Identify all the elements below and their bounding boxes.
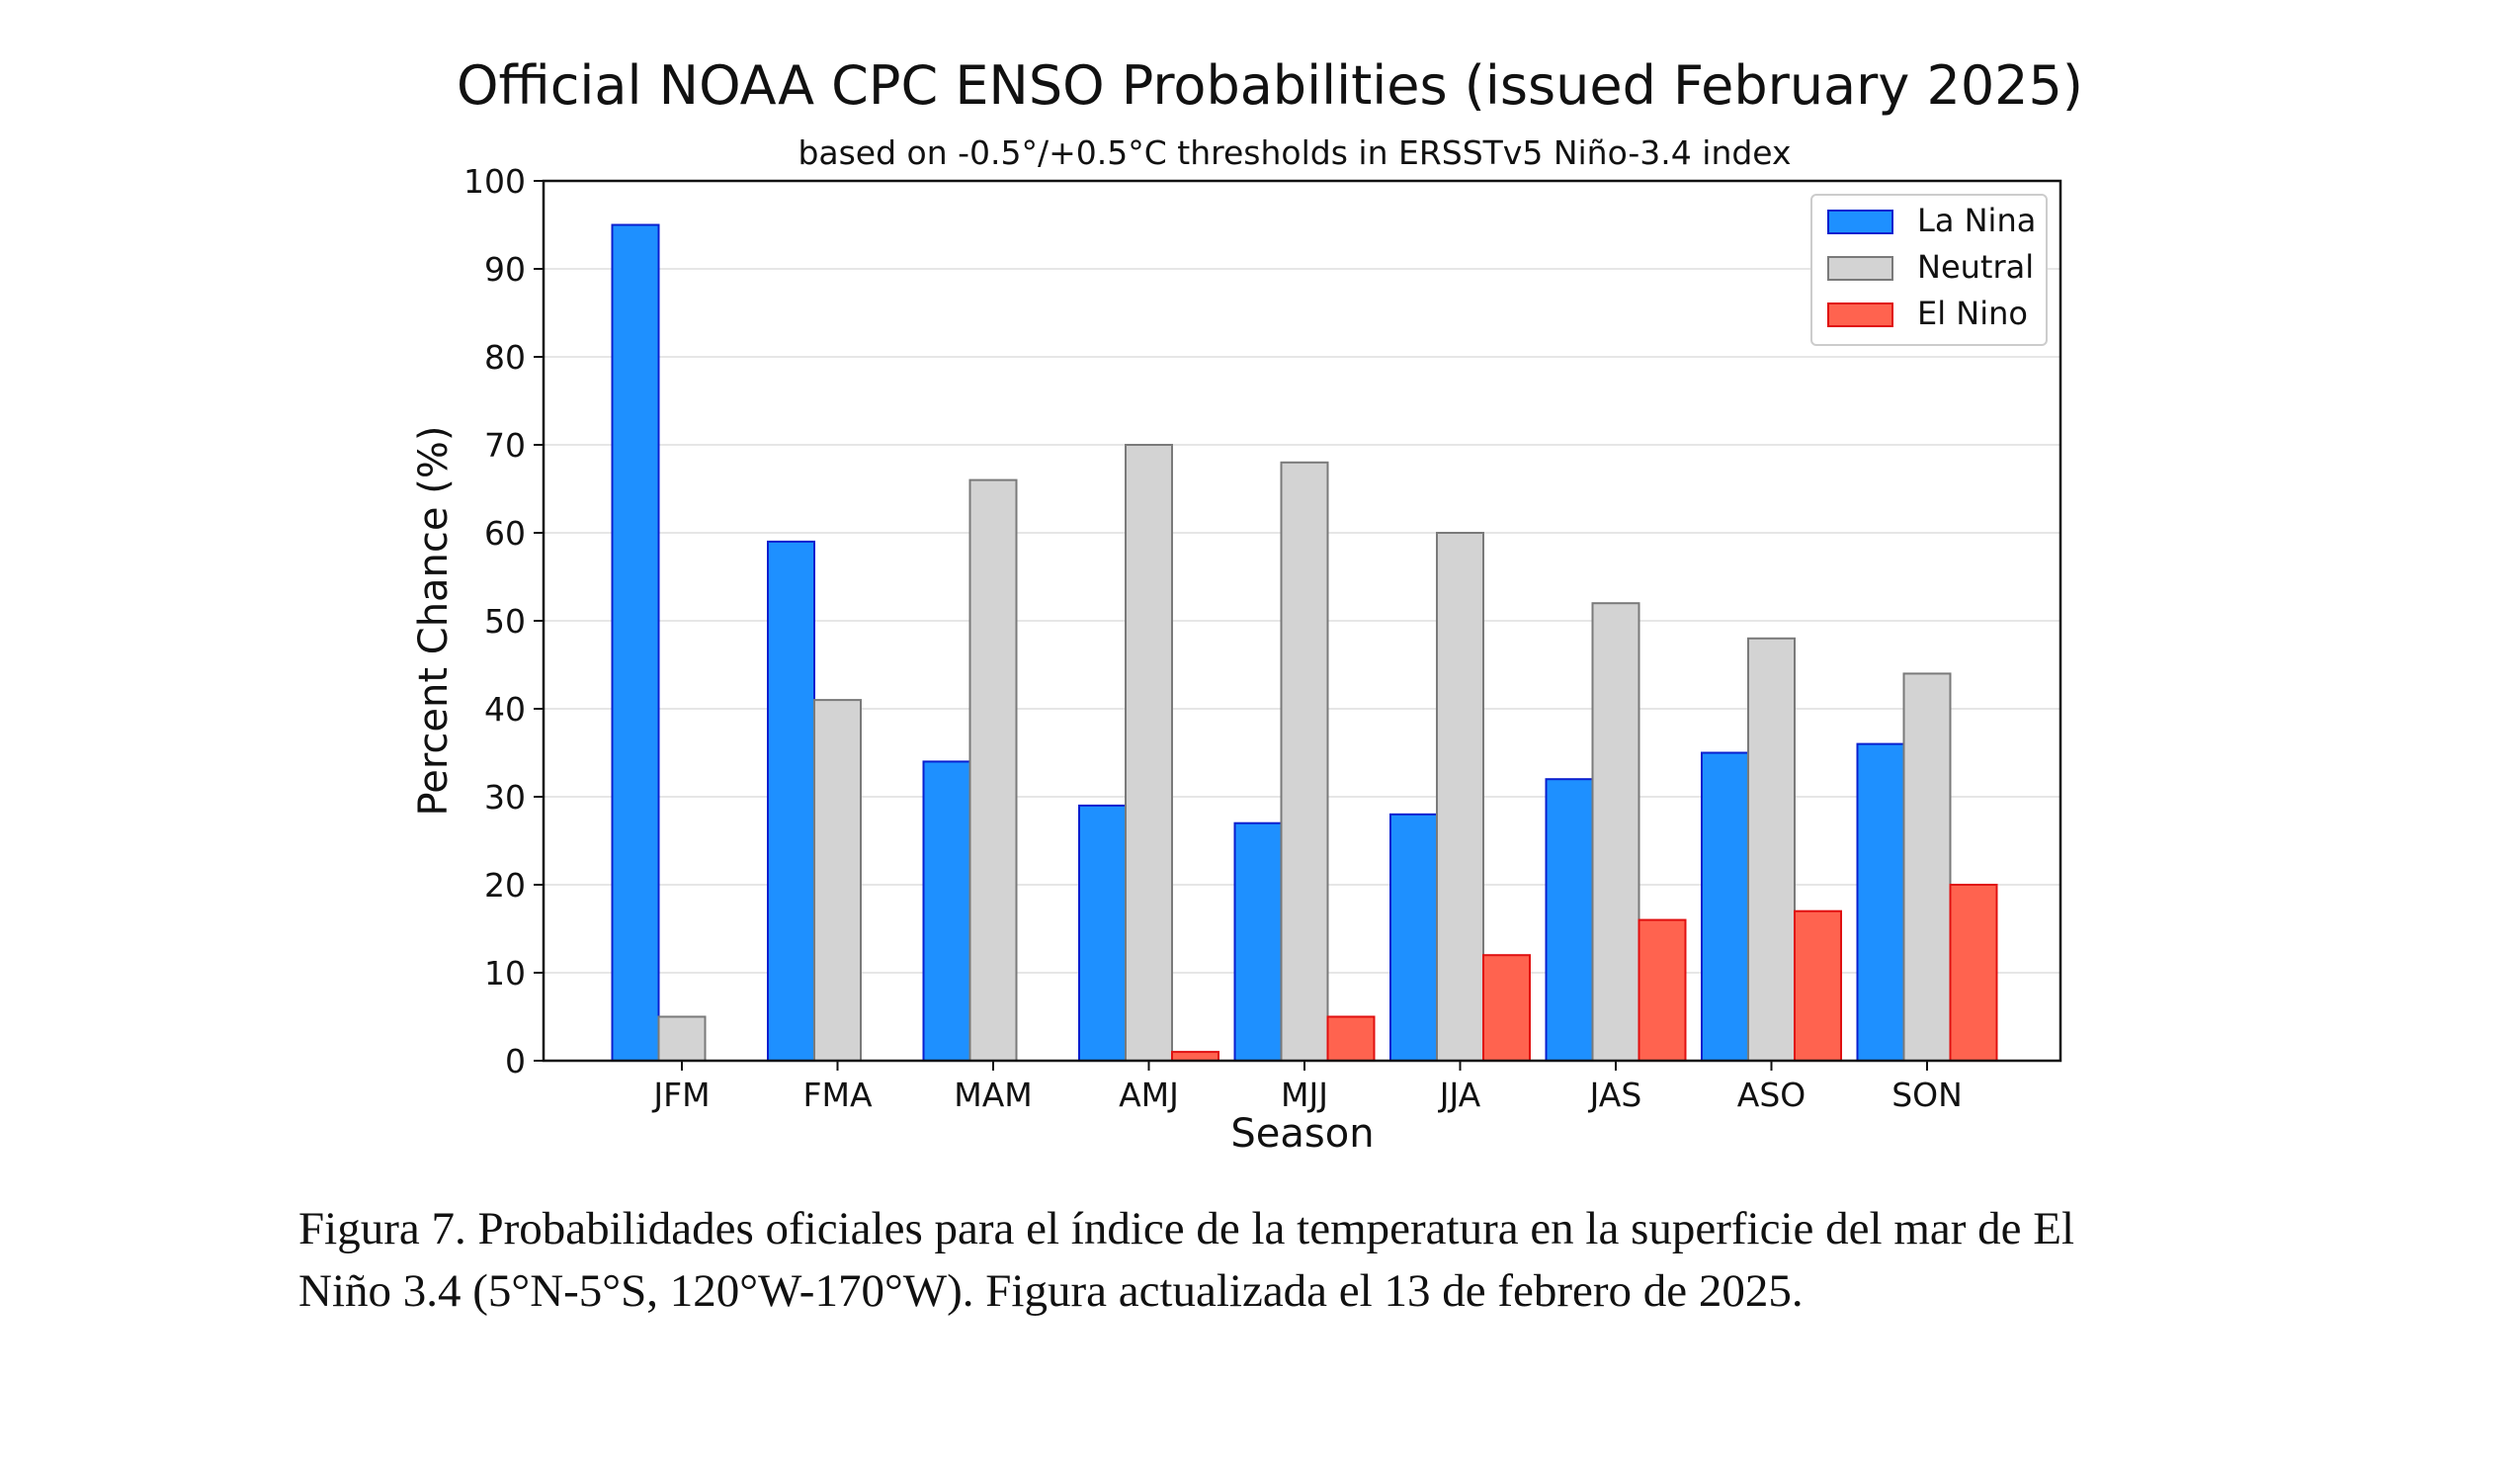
bar-el-nino-aso bbox=[1794, 909, 1842, 1063]
bar-el-nino-mjj bbox=[1326, 1015, 1376, 1062]
bar-la-nina-son bbox=[1856, 742, 1905, 1062]
y-axis-ticks: 0 10 20 30 40 50 60 70 80 90 100 bbox=[463, 162, 544, 1080]
caption-line-2: Niño 3.4 (5°N-5°S, 120°W-170°W). Figura … bbox=[298, 1265, 1804, 1317]
chart-title: Official NOAA CPC ENSO Probabilities (is… bbox=[457, 54, 2083, 117]
bar-la-nina-fma bbox=[767, 540, 815, 1062]
legend-label: Neutral bbox=[1917, 248, 2034, 286]
bar-neutral-fma bbox=[813, 699, 862, 1062]
legend: La Nina Neutral El Nino bbox=[1810, 194, 2048, 346]
caption-line-1: Figura 7. Probabilidades oficiales para … bbox=[298, 1203, 2075, 1254]
y-tick-label: 100 bbox=[463, 162, 526, 201]
bar-la-nina-jfm bbox=[611, 223, 660, 1062]
x-tick-label: SON bbox=[1891, 1076, 1963, 1114]
bar-el-nino-son bbox=[1949, 884, 1998, 1062]
x-tick-label: FMA bbox=[802, 1076, 872, 1114]
y-tick-label: 60 bbox=[484, 514, 526, 553]
y-tick-label: 30 bbox=[484, 778, 526, 817]
y-tick-label: 20 bbox=[484, 866, 526, 905]
legend-swatch-la-nina bbox=[1827, 210, 1893, 234]
y-tick-label: 10 bbox=[484, 954, 526, 992]
x-axis-label: Season bbox=[1230, 1111, 1374, 1157]
x-axis-ticks: JFM FMA MAM AMJ MJJ JJA JAS ASO SON bbox=[651, 1061, 1963, 1114]
bar-neutral-amj bbox=[1125, 444, 1173, 1062]
bar-neutral-mam bbox=[968, 478, 1018, 1063]
y-tick-label: 50 bbox=[484, 602, 526, 641]
bar-la-nina-mjj bbox=[1233, 821, 1283, 1063]
y-tick-label: 80 bbox=[484, 338, 526, 377]
bar-la-nina-aso bbox=[1701, 751, 1749, 1062]
bar-la-nina-mam bbox=[922, 760, 971, 1063]
bar-neutral-son bbox=[1902, 672, 1952, 1063]
x-tick-label: JJA bbox=[1438, 1076, 1481, 1114]
x-tick-label: JAS bbox=[1588, 1076, 1642, 1114]
legend-label: La Nina bbox=[1917, 202, 2036, 239]
x-tick-label: MAM bbox=[954, 1076, 1033, 1114]
bar-neutral-jas bbox=[1591, 602, 1640, 1062]
bar-la-nina-jja bbox=[1389, 813, 1438, 1062]
bar-neutral-mjj bbox=[1280, 461, 1329, 1062]
bar-el-nino-jja bbox=[1482, 954, 1531, 1063]
legend-label: El Nino bbox=[1917, 295, 2028, 332]
figure-caption: Figura 7. Probabilidades oficiales para … bbox=[298, 1198, 2275, 1323]
y-tick-label: 40 bbox=[484, 690, 526, 729]
y-axis-label: Percent Chance (%) bbox=[411, 426, 457, 817]
x-tick-label: ASO bbox=[1737, 1076, 1806, 1114]
x-tick-label: AMJ bbox=[1119, 1076, 1179, 1114]
bar-el-nino-amj bbox=[1171, 1051, 1219, 1062]
x-tick-label: JFM bbox=[651, 1076, 710, 1114]
legend-swatch-neutral bbox=[1827, 256, 1893, 281]
y-tick-label: 90 bbox=[484, 250, 526, 289]
chart-subtitle: based on -0.5°/+0.5°C thresholds in ERSS… bbox=[798, 133, 1791, 172]
bar-la-nina-amj bbox=[1078, 804, 1127, 1063]
y-tick-label: 70 bbox=[484, 426, 526, 465]
x-tick-label: MJJ bbox=[1281, 1076, 1328, 1114]
bar-neutral-jfm bbox=[657, 1015, 707, 1062]
bar-la-nina-jas bbox=[1545, 778, 1594, 1062]
bar-neutral-aso bbox=[1747, 637, 1796, 1062]
bar-el-nino-jas bbox=[1638, 918, 1687, 1062]
bar-neutral-jja bbox=[1436, 532, 1484, 1062]
bars bbox=[611, 223, 1998, 1063]
legend-swatch-el-nino bbox=[1827, 302, 1893, 327]
y-tick-label: 0 bbox=[505, 1042, 526, 1080]
